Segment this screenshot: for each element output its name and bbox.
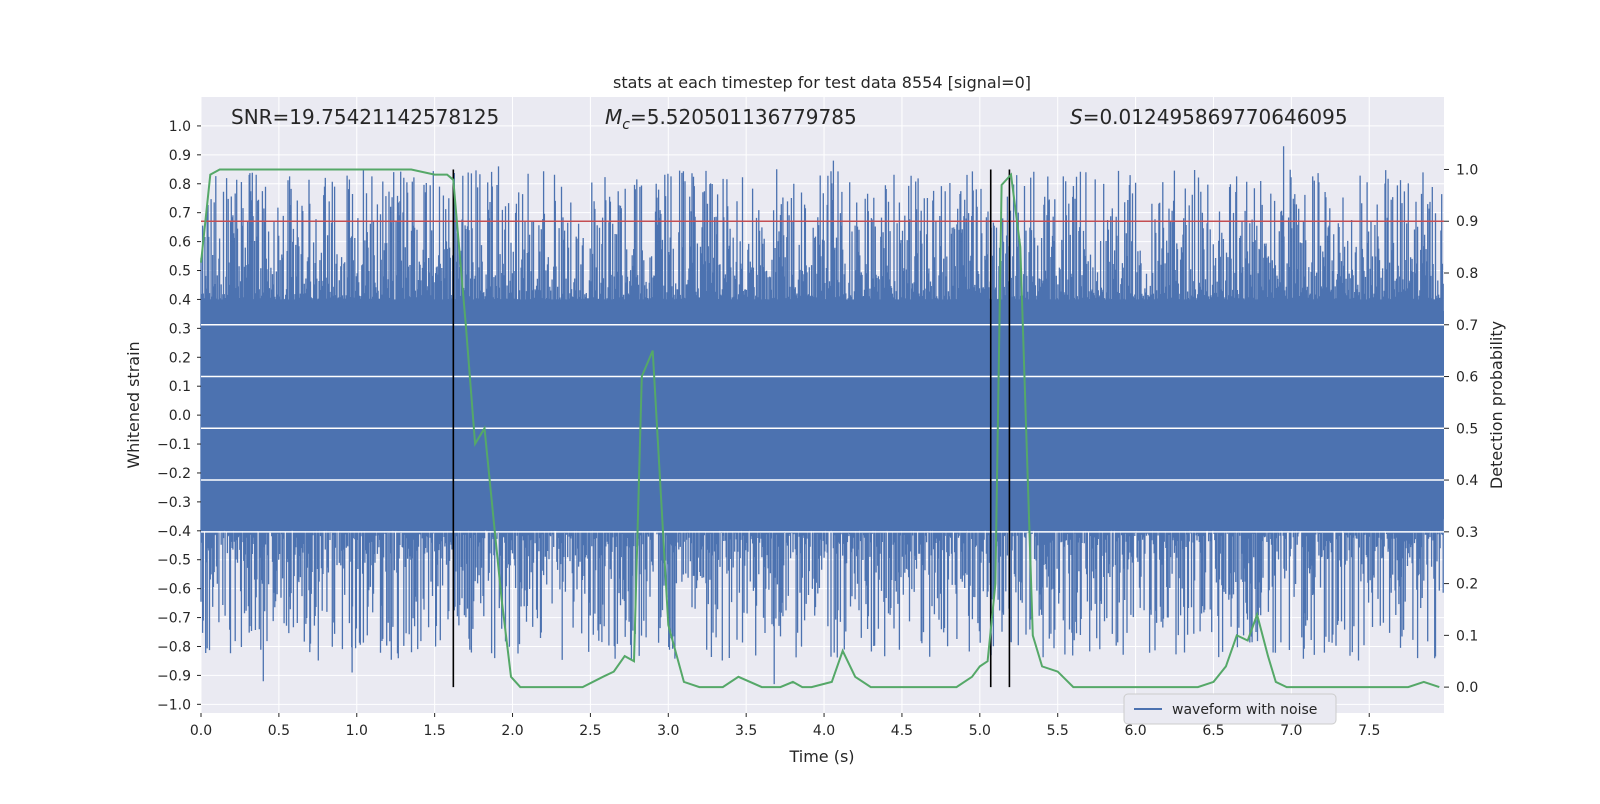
s-value: =0.012495869770646095 [1083, 105, 1348, 129]
x-tick-label: 5.5 [1047, 723, 1069, 739]
right-tick-label: 0.9 [1456, 214, 1478, 230]
x-tick-label: 0.0 [190, 723, 212, 739]
x-tick-label: 0.5 [268, 723, 290, 739]
x-tick-label: 7.5 [1358, 723, 1380, 739]
left-tick-label: −0.3 [157, 495, 191, 511]
waveform-series [200, 146, 1444, 685]
x-tick-label: 4.0 [813, 723, 835, 739]
left-tick-label: 0.5 [169, 264, 191, 280]
chart-title: stats at each timestep for test data 855… [613, 73, 1031, 92]
detection-probability-line [200, 168, 1440, 689]
left-tick-label: −0.6 [157, 582, 191, 598]
left-tick-label: −0.2 [157, 466, 191, 482]
left-tick-label: 0.1 [169, 379, 191, 395]
left-tick-label: −0.9 [157, 668, 191, 684]
x-tick-label: 3.0 [657, 723, 679, 739]
x-tick-label: 1.0 [346, 723, 368, 739]
right-tick-label: 0.7 [1456, 318, 1478, 334]
x-tick-label: 7.0 [1280, 723, 1302, 739]
right-tick-label: 0.4 [1456, 473, 1478, 489]
x-axis-label: Time (s) [788, 747, 854, 766]
left-tick-label: −0.8 [157, 639, 191, 655]
x-tick-label: 1.5 [424, 723, 446, 739]
legend: waveform with noise [1123, 693, 1337, 725]
legend-label: waveform with noise [1172, 702, 1317, 718]
x-tick-labels: 0.0 0.5 1.0 1.5 2.0 2.5 3.0 3.5 4.0 4.5 5.0 5.5 6.0 6… [190, 713, 1380, 739]
snr-annotation: SNR=19.75421142578125 [231, 105, 499, 129]
left-tick-label: 0.8 [169, 177, 191, 193]
left-tick-label: 0.9 [169, 148, 191, 164]
left-tick-label: 0.6 [169, 235, 191, 251]
right-tick-labels: 1.0 0.9 0.8 0.7 0.6 0.5 0.4 0.3 0.2 0.1 0.0 [1444, 162, 1478, 696]
left-tick-labels: 1.0 0.9 0.8 0.7 0.6 0.5 0.4 0.3 0.2 0.1 0.0 −0.1 −0.… [157, 119, 201, 713]
s-annotation: S=0.012495869770646095 [1070, 105, 1348, 129]
chirp-mass-subscript: c [622, 117, 630, 133]
left-tick-label: 0.2 [169, 350, 191, 366]
x-tick-label: 6.5 [1202, 723, 1224, 739]
right-tick-label: 0.5 [1456, 421, 1478, 437]
right-axis-gridlines [201, 324, 1444, 533]
left-tick-label: 0.7 [169, 206, 191, 222]
right-tick-label: 1.0 [1456, 162, 1478, 178]
x-tick-label: 3.5 [735, 723, 757, 739]
waveform-trace [200, 146, 1444, 685]
chirp-mass-annotation: Mc=5.520501136779785 [605, 105, 857, 133]
right-tick-label: 0.3 [1456, 525, 1478, 541]
left-tick-label: −0.5 [157, 553, 191, 569]
left-tick-label: −0.1 [157, 437, 191, 453]
x-tick-label: 4.5 [891, 723, 913, 739]
chirp-mass-value: =5.520501136779785 [630, 105, 857, 129]
left-tick-label: 1.0 [169, 119, 191, 135]
legend-box [1123, 693, 1337, 725]
left-tick-label: 0.4 [169, 292, 191, 308]
right-tick-label: 0.2 [1456, 577, 1478, 593]
right-tick-label: 0.0 [1456, 680, 1478, 696]
right-tick-label: 0.6 [1456, 370, 1478, 386]
left-tick-label: 0.0 [169, 408, 191, 424]
left-tick-label: 0.3 [169, 321, 191, 337]
left-tick-label: −1.0 [157, 697, 191, 713]
y-axis-label: Whitened strain [124, 341, 143, 468]
right-tick-label: 0.1 [1456, 628, 1478, 644]
x-tick-label: 5.0 [969, 723, 991, 739]
chirp-mass-symbol: M [605, 105, 622, 129]
s-symbol: S [1070, 105, 1083, 129]
right-tick-label: 0.8 [1456, 266, 1478, 282]
x-tick-label: 6.0 [1124, 723, 1146, 739]
x-tick-label: 2.5 [579, 723, 601, 739]
x-tick-label: 2.0 [501, 723, 523, 739]
vertical-markers [452, 169, 1011, 688]
y-axis-right-label: Detection probability [1487, 321, 1506, 489]
left-tick-label: −0.7 [157, 611, 191, 627]
left-tick-label: −0.4 [157, 524, 191, 540]
